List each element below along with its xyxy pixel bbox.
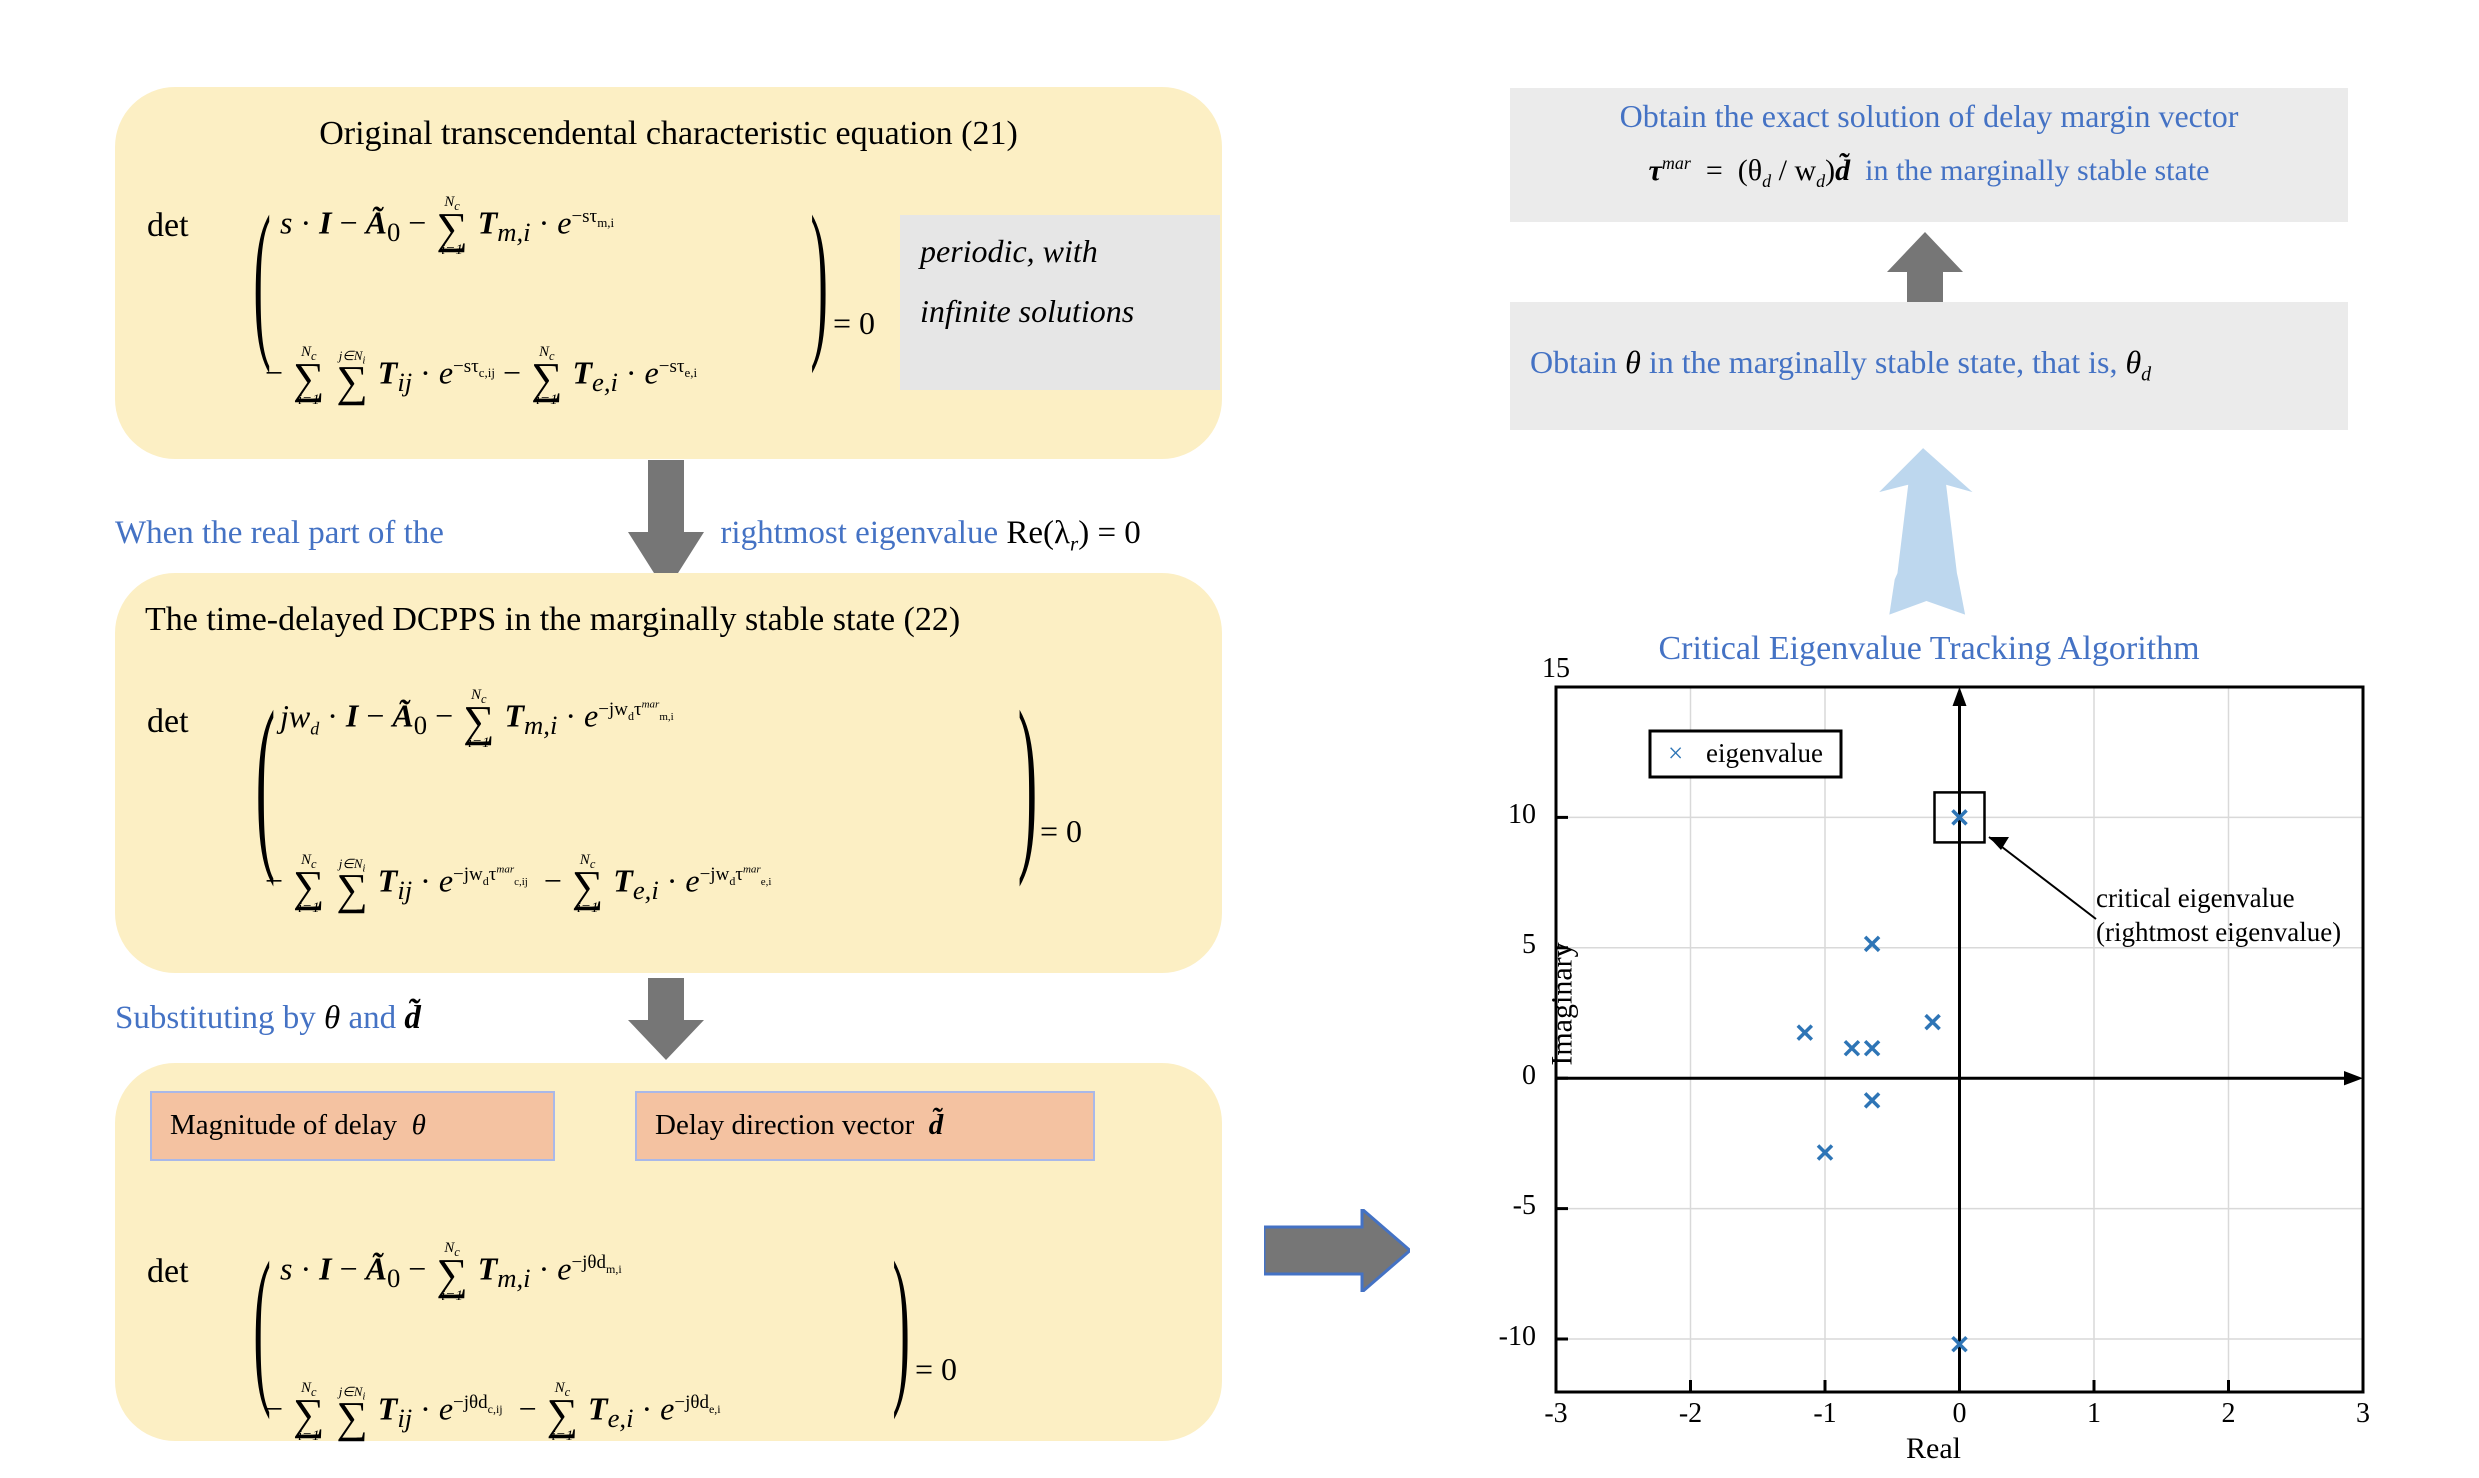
svg-text:-10: -10	[1499, 1321, 1536, 1352]
svg-text:10: 10	[1508, 799, 1536, 830]
svg-text:-2: -2	[1679, 1398, 1702, 1429]
svg-text:eigenvalue: eigenvalue	[1706, 738, 1823, 768]
svg-text:2: 2	[2222, 1398, 2236, 1429]
svg-text:15: 15	[1542, 653, 1570, 684]
svg-text:5: 5	[1522, 929, 1536, 960]
svg-text:-1: -1	[1813, 1398, 1836, 1429]
svg-text:3: 3	[2356, 1398, 2370, 1429]
svg-text:0: 0	[1522, 1060, 1536, 1091]
svg-text:0: 0	[1953, 1398, 1967, 1429]
svg-text:-3: -3	[1544, 1398, 1567, 1429]
svg-text:1: 1	[2087, 1398, 2101, 1429]
svg-text:-5: -5	[1513, 1190, 1536, 1221]
svg-text:×: ×	[1668, 738, 1683, 768]
